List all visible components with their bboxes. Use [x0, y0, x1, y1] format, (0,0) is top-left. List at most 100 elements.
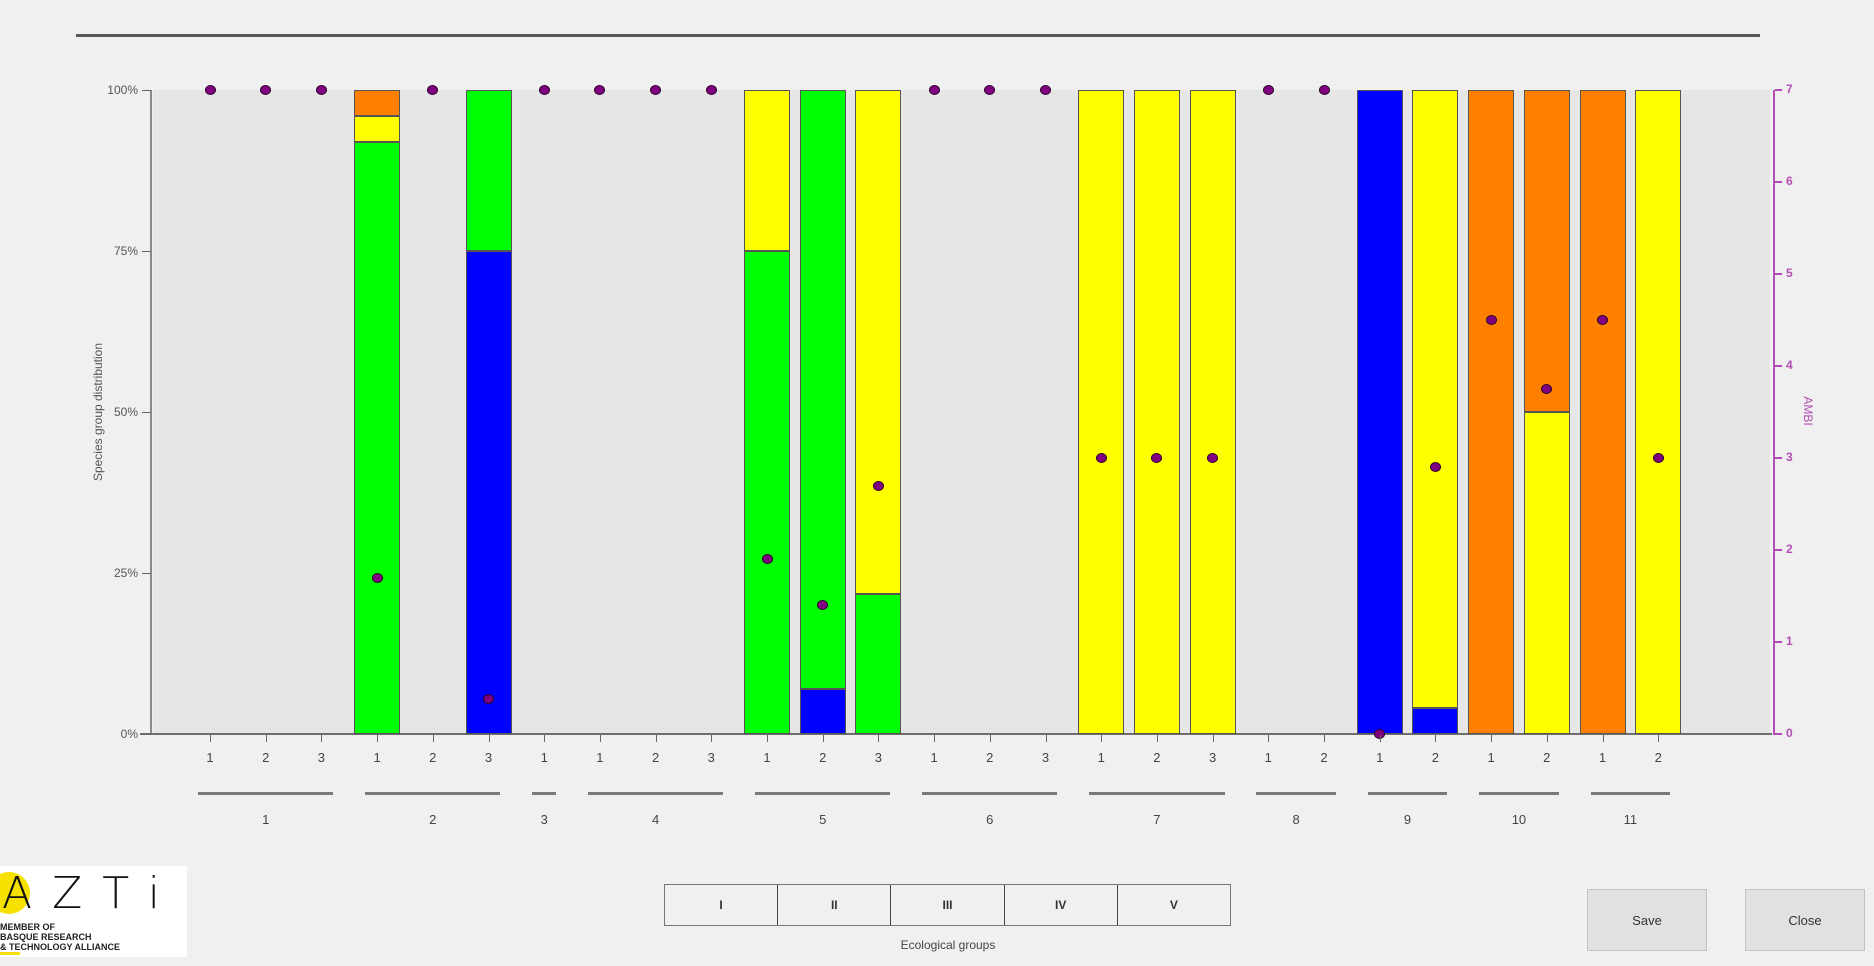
x-tick [599, 735, 601, 742]
ambi-point [1151, 453, 1163, 463]
x-tick [488, 735, 490, 742]
y2-tick [1775, 733, 1782, 735]
bar-segment-iii [1133, 90, 1180, 734]
ambi-point [483, 694, 494, 705]
bar-segment-iii [1635, 90, 1682, 734]
x-tick [1212, 735, 1214, 742]
ambi-point [650, 85, 662, 95]
bar-segment-i [465, 251, 512, 734]
y-tick [142, 90, 151, 91]
group-label: 10 [1511, 812, 1527, 827]
bar-segment-i [1356, 90, 1403, 734]
ambi-point [1652, 453, 1664, 463]
ambi-point [1318, 85, 1330, 95]
x-tick-label: 2 [819, 750, 827, 765]
x-tick [544, 735, 546, 742]
y2-tick-label: 2 [1786, 542, 1793, 556]
save-button[interactable]: Save [1587, 889, 1707, 951]
x-tick [655, 735, 657, 742]
logo-underline [0, 952, 20, 955]
y-tick-label: 0% [120, 727, 138, 741]
x-tick-label: 2 [429, 750, 437, 765]
x-tick-label: 1 [1264, 750, 1272, 765]
y-tick-label: 25% [113, 566, 138, 580]
ambi-point [1597, 315, 1608, 325]
bar-segment-iii [354, 115, 401, 142]
group-label: 7 [1153, 812, 1161, 827]
x-tick [265, 735, 267, 742]
group-underline [922, 792, 1058, 795]
close-button[interactable]: Close [1745, 889, 1865, 951]
y-tick [142, 251, 151, 252]
group-label: 1 [262, 812, 270, 827]
legend-group-v: V [1169, 898, 1178, 912]
y2-tick-label: 1 [1786, 634, 1793, 648]
y2-tick [1775, 181, 1782, 183]
x-tick-label: 2 [1153, 750, 1161, 765]
x-tick [767, 735, 768, 742]
y2-tick-label: 3 [1786, 450, 1793, 464]
ambi-point [705, 85, 717, 95]
x-tick-label: 3 [874, 750, 882, 765]
y-tick-label: 100% [107, 83, 138, 97]
x-tick-label: 1 [596, 750, 604, 765]
y2-tick-label: 6 [1786, 174, 1793, 188]
x-tick-label: 2 [1320, 750, 1328, 765]
bar-segment-ii [354, 141, 401, 734]
x-tick-label: 3 [317, 750, 325, 765]
bar-segment-iii [1412, 90, 1459, 709]
x-tick-label: 1 [373, 750, 381, 765]
y2-axis-title: AMBI [1801, 396, 1815, 426]
x-tick [1491, 735, 1493, 742]
bar-segment-iii [1078, 90, 1125, 734]
group-underline [198, 792, 334, 795]
x-axis [140, 733, 1772, 735]
x-tick [1324, 735, 1325, 742]
y-tick [142, 412, 151, 413]
x-tick [1045, 735, 1047, 742]
x-tick-label: 3 [484, 750, 493, 765]
group-underline [1590, 792, 1671, 795]
group-underline [1367, 792, 1448, 795]
ambi-point [594, 85, 606, 95]
x-tick [711, 735, 713, 742]
y-tick-label: 75% [113, 244, 138, 258]
x-tick [878, 735, 880, 742]
ambi-point [204, 85, 216, 95]
ambi-point [1262, 85, 1274, 95]
ambi-point [1095, 453, 1107, 463]
x-tick-label: 2 [986, 750, 994, 765]
legend-group-i: I [665, 885, 779, 925]
bar-segment-iii [1523, 412, 1570, 734]
group-underline [532, 792, 557, 795]
y2-tick-label: 4 [1786, 358, 1793, 372]
x-tick [1602, 735, 1604, 742]
x-tick-label: 2 [651, 750, 660, 765]
ambi-point [1207, 453, 1219, 463]
y2-tick-label: 5 [1786, 266, 1793, 280]
bar-segment-ii [465, 90, 512, 251]
x-tick-label: 1 [763, 750, 771, 765]
ambi-point [260, 85, 272, 95]
group-underline [587, 792, 724, 795]
ambi-point [1429, 462, 1441, 473]
y-axis-right [1773, 90, 1775, 735]
ambi-point [984, 85, 996, 95]
x-tick-label: 2 [262, 750, 270, 765]
x-tick [1156, 735, 1158, 742]
y-tick-label: 50% [113, 405, 138, 419]
azti-logo: AZTi MEMBER OF BASQUE RESEARCH & TECHNOL… [0, 866, 187, 957]
x-tick [1268, 735, 1270, 742]
x-tick [1658, 735, 1660, 742]
x-tick [989, 735, 991, 742]
ambi-point [872, 480, 884, 491]
group-underline [365, 792, 501, 795]
ecological-groups-legend: I II III IV V [664, 884, 1231, 926]
group-label: 6 [986, 812, 994, 827]
x-tick-label: 1 [1097, 750, 1105, 765]
bar-segment-i [1412, 708, 1459, 734]
x-tick-label: 1 [930, 750, 938, 765]
x-tick-label: 2 [1431, 750, 1439, 765]
group-label: 4 [651, 812, 660, 827]
group-label: 9 [1403, 812, 1412, 827]
